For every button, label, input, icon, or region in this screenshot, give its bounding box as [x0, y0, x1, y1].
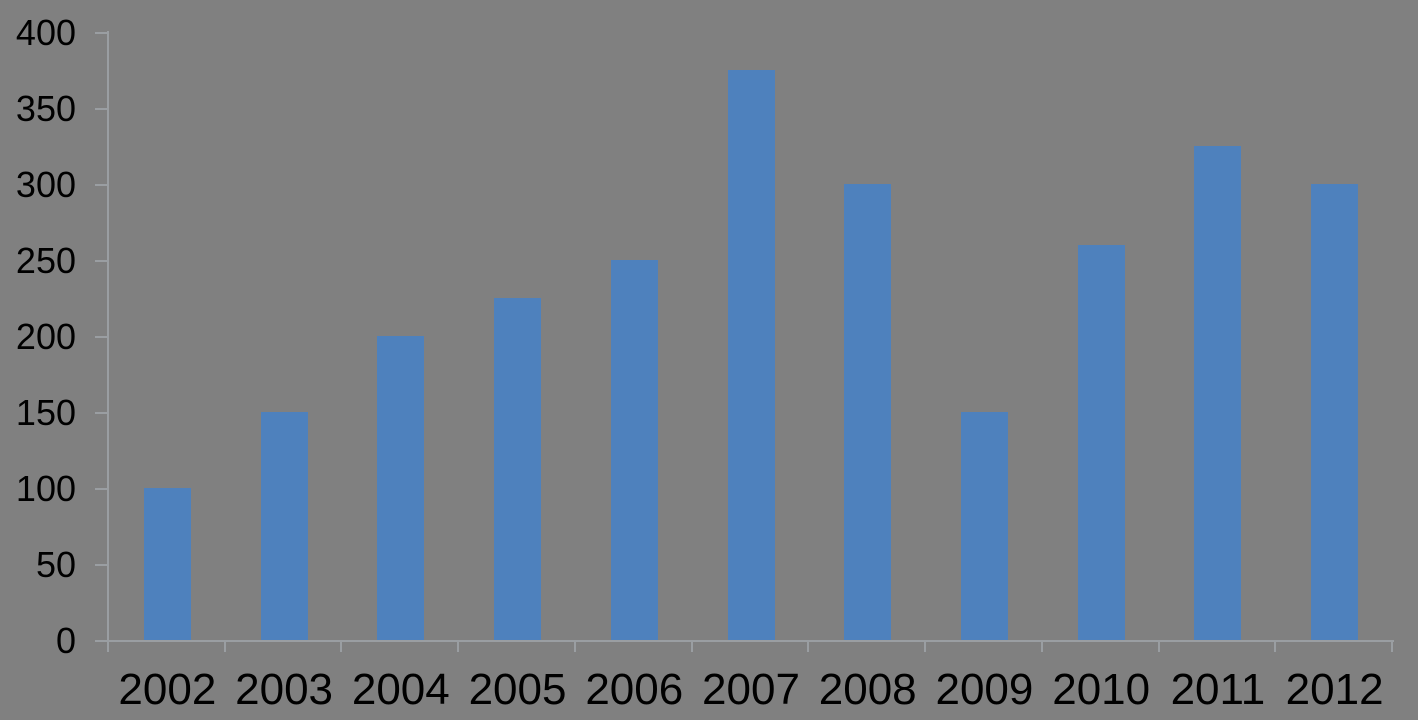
- x-tick: [107, 642, 109, 652]
- x-tick-label: 2008: [818, 665, 917, 714]
- y-tick-label: 200: [15, 316, 76, 357]
- bar-2003: [260, 412, 308, 640]
- x-tick-label: 2009: [935, 665, 1034, 714]
- x-tick-label: 2005: [468, 665, 567, 714]
- x-tick-label: 2003: [235, 665, 334, 714]
- y-axis-line: [107, 31, 109, 642]
- x-tick: [924, 642, 927, 652]
- y-tick-label: 350: [15, 88, 76, 129]
- bar-2007: [727, 70, 775, 640]
- y-tick-label: 300: [15, 164, 76, 205]
- x-tick: [457, 642, 460, 652]
- y-tick: [95, 488, 108, 490]
- y-tick-label: 250: [15, 240, 76, 281]
- bar-2006: [610, 260, 658, 640]
- x-tick: [1391, 642, 1393, 652]
- y-tick: [95, 564, 108, 566]
- y-tick: [95, 184, 108, 186]
- x-tick: [340, 642, 343, 652]
- y-tick-label: 50: [35, 544, 76, 585]
- y-tick: [95, 32, 108, 34]
- x-tick-label: 2011: [1170, 665, 1266, 714]
- bar-2005: [494, 298, 542, 640]
- bar-2008: [844, 184, 892, 640]
- x-tick: [1274, 642, 1277, 652]
- x-tick: [573, 642, 576, 652]
- bar-2002: [143, 488, 191, 640]
- x-tick-label: 2012: [1285, 665, 1384, 714]
- y-tick: [95, 412, 108, 414]
- x-tick: [1040, 642, 1043, 652]
- bar-2004: [377, 336, 425, 640]
- x-tick: [690, 642, 693, 652]
- bar-2011: [1194, 146, 1242, 640]
- x-tick: [223, 642, 226, 652]
- y-tick-label: 0: [55, 620, 76, 661]
- x-axis-line: [95, 640, 1394, 642]
- y-tick: [95, 336, 108, 338]
- y-tick-label: 100: [15, 468, 76, 509]
- y-tick-label: 150: [15, 392, 76, 433]
- x-tick-label: 2010: [1052, 665, 1151, 714]
- x-tick: [1157, 642, 1160, 652]
- bar-2012: [1311, 184, 1359, 640]
- x-tick-label: 2004: [351, 665, 450, 714]
- x-tick-label: 2007: [702, 665, 800, 714]
- y-tick: [95, 640, 108, 642]
- bar-2010: [1077, 244, 1125, 640]
- y-tick: [95, 260, 108, 262]
- y-tick: [95, 108, 108, 110]
- bar-2009: [960, 412, 1008, 640]
- x-tick-label: 2006: [585, 665, 684, 714]
- y-tick-label: 400: [15, 12, 76, 53]
- x-tick: [807, 642, 810, 652]
- x-tick-label: 2002: [118, 665, 217, 714]
